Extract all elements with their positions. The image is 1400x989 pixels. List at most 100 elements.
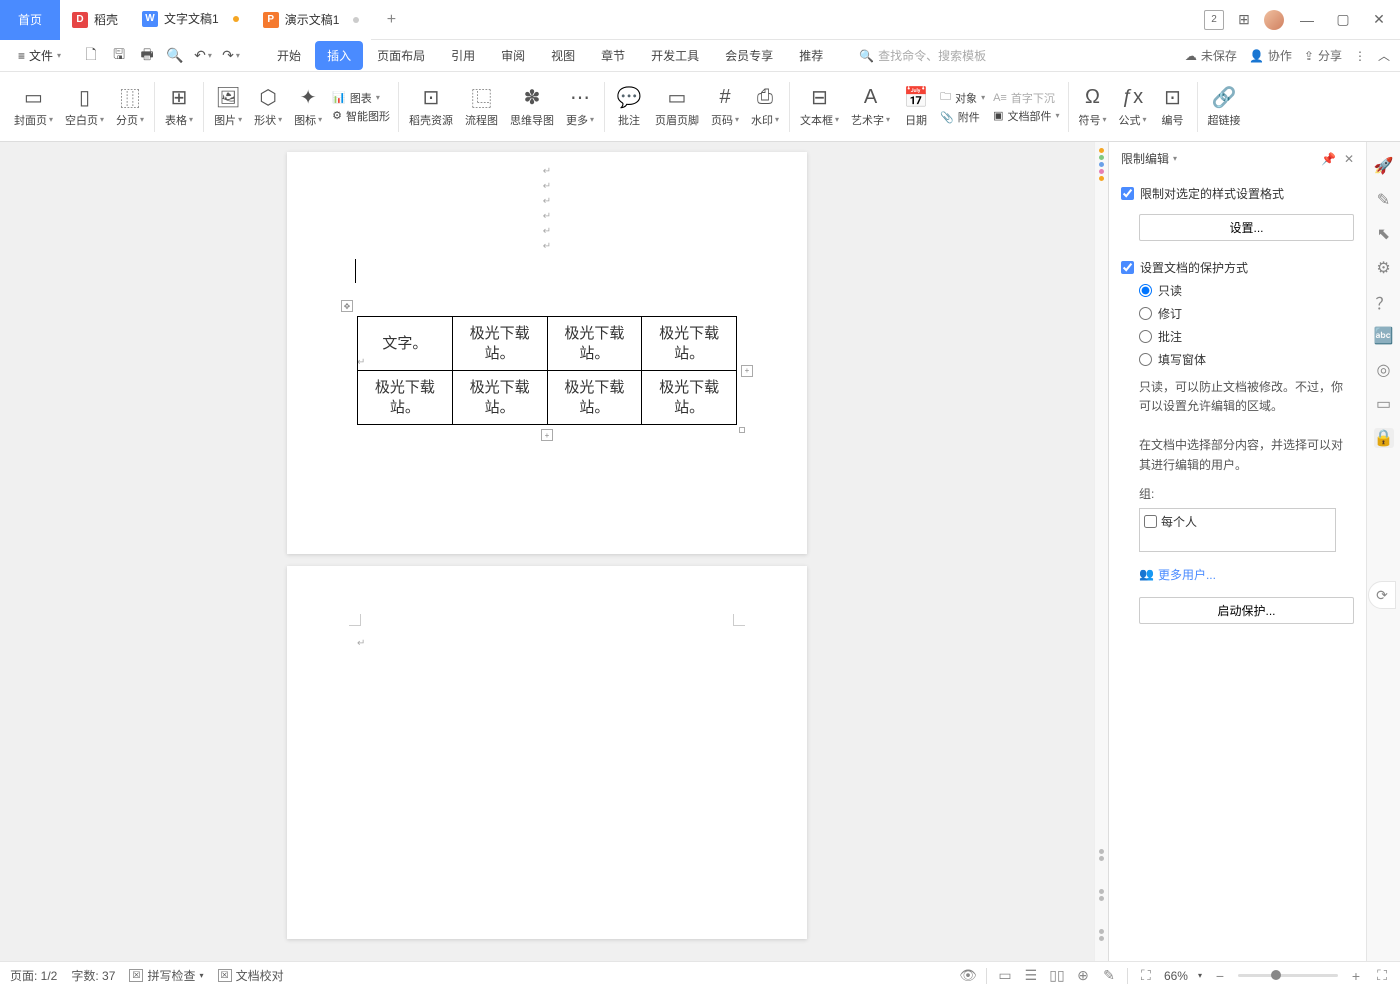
menu-tab-6[interactable]: 章节 xyxy=(589,41,637,70)
unsaved-status[interactable]: ☁未保存 xyxy=(1185,47,1237,64)
translate-icon[interactable]: 🔤 xyxy=(1374,326,1394,346)
everyone-checkbox[interactable] xyxy=(1144,515,1157,528)
rb-header-footer[interactable]: ▭页眉页脚 xyxy=(649,82,705,132)
table-cell[interactable]: 极光下载站。 xyxy=(642,371,737,425)
rb-comment[interactable]: 💬批注 xyxy=(609,82,649,132)
table-move-handle[interactable]: ✥ xyxy=(341,300,353,312)
pin-icon[interactable]: 📌 xyxy=(1321,152,1336,166)
close-button[interactable]: ✕ xyxy=(1366,10,1392,30)
minimize-button[interactable]: — xyxy=(1294,10,1320,30)
zoom-slider[interactable] xyxy=(1238,974,1338,977)
menu-tab-5[interactable]: 视图 xyxy=(539,41,587,70)
radio-0[interactable]: 只读 xyxy=(1139,282,1354,299)
page-2[interactable]: ↵ xyxy=(287,566,807,939)
view-read-icon[interactable]: ▯▯ xyxy=(1049,968,1065,984)
rb-flow[interactable]: ⿺流程图 xyxy=(459,82,504,132)
qat-preview[interactable]: 🔍 xyxy=(165,46,185,66)
view-page-icon[interactable]: ▭ xyxy=(997,968,1013,984)
table-resize-handle[interactable] xyxy=(739,427,745,433)
table-cell[interactable]: 文字。 xyxy=(358,317,453,371)
rb-attach[interactable]: 📎附件 xyxy=(940,109,980,125)
sb-spellcheck[interactable]: ☒拼写检查▾ xyxy=(129,967,203,984)
qat-redo[interactable]: ↷ xyxy=(221,46,241,66)
fit-icon[interactable]: ⛶ xyxy=(1138,968,1154,984)
rb-2[interactable]: ⿲分页 xyxy=(110,82,150,132)
badge-icon[interactable]: 2 xyxy=(1204,10,1224,30)
tab-document[interactable]: W 文字文稿1 xyxy=(130,0,251,40)
qat-undo[interactable]: ↶ xyxy=(193,46,213,66)
sb-words[interactable]: 字数: 37 xyxy=(71,967,115,984)
view-web-icon[interactable]: ⊕ xyxy=(1075,968,1091,984)
rb-dropcap[interactable]: A≡首字下沉 xyxy=(993,90,1055,106)
fullscreen-icon[interactable]: ⛶ xyxy=(1374,968,1390,984)
table-cell[interactable]: 极光下载站。 xyxy=(358,371,453,425)
rb-object[interactable]: 🗀对象 xyxy=(940,88,985,107)
rb-pagenum[interactable]: #页码 xyxy=(705,82,745,132)
chk-style-input[interactable] xyxy=(1121,187,1134,200)
zoom-out[interactable]: − xyxy=(1212,968,1228,984)
rb-table[interactable]: ⊞表格 xyxy=(159,82,199,132)
table-add-row[interactable]: + xyxy=(541,429,553,441)
chk-protect-input[interactable] xyxy=(1121,261,1134,274)
avatar[interactable] xyxy=(1264,10,1284,30)
chk-protect[interactable]: 设置文档的保护方式 xyxy=(1121,259,1354,276)
lock-icon[interactable]: 🔒 xyxy=(1374,428,1394,448)
menu-tab-3[interactable]: 引用 xyxy=(439,41,487,70)
collapse-ribbon[interactable]: ︿ xyxy=(1378,47,1390,64)
menu-tab-7[interactable]: 开发工具 xyxy=(639,41,711,70)
table-cell[interactable]: 极光下载站。 xyxy=(547,317,642,371)
document-table[interactable]: 文字。极光下载站。极光下载站。极光下载站。极光下载站。极光下载站。极光下载站。极… xyxy=(357,316,737,425)
table-cell[interactable]: 极光下载站。 xyxy=(547,371,642,425)
sb-page[interactable]: 页面: 1/2 xyxy=(10,967,57,984)
document-canvas[interactable]: ↵ ↵ ↵ ↵ ↵ ↵ ↵ ✥ 文字。极光下载站。极光下载站。极光下载站。极光下… xyxy=(0,142,1094,961)
menu-tab-4[interactable]: 审阅 xyxy=(489,41,537,70)
rb-textbox[interactable]: ⊟文本框 xyxy=(794,82,845,132)
collab-button[interactable]: 👤协作 xyxy=(1249,47,1292,64)
menu-tab-2[interactable]: 页面布局 xyxy=(365,41,437,70)
close-panel-icon[interactable]: ✕ xyxy=(1344,152,1354,166)
table-cell[interactable]: 极光下载站。 xyxy=(452,317,547,371)
rb-formula[interactable]: ƒx公式 xyxy=(1113,82,1153,132)
rb-0[interactable]: ▭封面页 xyxy=(8,82,59,132)
more-menu[interactable]: ⋮ xyxy=(1354,49,1366,63)
rb-shape[interactable]: ⬡形状 xyxy=(248,82,288,132)
more-users-link[interactable]: 更多用户... xyxy=(1139,566,1354,583)
rb-wordart[interactable]: A艺术字 xyxy=(845,82,896,132)
menu-tab-9[interactable]: 推荐 xyxy=(787,41,835,70)
command-search[interactable]: 🔍 查找命令、搜索模板 xyxy=(859,47,986,64)
rb-smartart[interactable]: ⚙智能图形 xyxy=(332,108,390,124)
rb-mind[interactable]: ✽思维导图 xyxy=(504,82,560,132)
qat-new[interactable]: 🗋 xyxy=(81,46,101,66)
chk-style-restrict[interactable]: 限制对选定的样式设置格式 xyxy=(1121,185,1354,202)
maximize-button[interactable]: ▢ xyxy=(1330,10,1356,30)
tab-docker[interactable]: D 稻壳 xyxy=(60,0,130,40)
radio-3[interactable]: 填写窗体 xyxy=(1139,351,1354,368)
tab-add[interactable]: + xyxy=(371,11,411,29)
book-icon[interactable]: ▭ xyxy=(1374,394,1394,414)
zoom-in[interactable]: + xyxy=(1348,968,1364,984)
cursor-icon[interactable]: ⬉ xyxy=(1374,224,1394,244)
page-1[interactable]: ↵ ↵ ↵ ↵ ↵ ↵ ↵ ✥ 文字。极光下载站。极光下载站。极光下载站。极光下… xyxy=(287,152,807,554)
rb-docparts[interactable]: ▣文档部件 xyxy=(993,108,1059,124)
zoom-value[interactable]: 66% xyxy=(1164,969,1188,983)
pen-icon[interactable]: ✎ xyxy=(1374,190,1394,210)
qat-save[interactable]: 🖫 xyxy=(109,46,129,66)
tab-home[interactable]: 首页 xyxy=(0,0,60,40)
rb-icon[interactable]: ✦图标 xyxy=(288,82,328,132)
panel-title[interactable]: 限制编辑 xyxy=(1121,150,1177,167)
grid-icon[interactable]: ⊞ xyxy=(1234,10,1254,30)
settings-button[interactable]: 设置... xyxy=(1139,214,1354,241)
rb-date[interactable]: 📅日期 xyxy=(896,82,936,132)
radio-1[interactable]: 修订 xyxy=(1139,305,1354,322)
target-icon[interactable]: ◎ xyxy=(1374,360,1394,380)
rb-more[interactable]: ⋯更多 xyxy=(560,82,600,132)
rb-symbol[interactable]: Ω符号 xyxy=(1073,82,1113,132)
rb-1[interactable]: ▯空白页 xyxy=(59,82,110,132)
tab-presentation[interactable]: P 演示文稿1 xyxy=(251,0,372,40)
sliders-icon[interactable]: ⚙ xyxy=(1374,258,1394,278)
rb-watermark[interactable]: ⎙水印 xyxy=(745,82,785,132)
group-list[interactable]: 每个人 xyxy=(1139,508,1336,552)
view-draft-icon[interactable]: ✎ xyxy=(1101,968,1117,984)
view-outline-icon[interactable]: ☰ xyxy=(1023,968,1039,984)
scrollbar[interactable] xyxy=(1094,142,1108,961)
